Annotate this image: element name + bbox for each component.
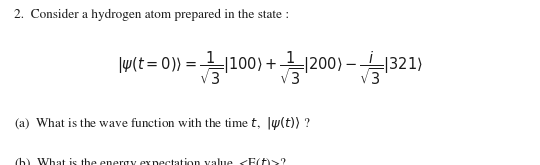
Text: 2.  Consider a hydrogen atom prepared in the state :: 2. Consider a hydrogen atom prepared in … <box>14 8 288 20</box>
Text: (b)  What is the energy expectation value, <E($t$)>?: (b) What is the energy expectation value… <box>14 155 286 165</box>
Text: (a)  What is the wave function with the time $t$,  $|\psi(t)\rangle$ ?: (a) What is the wave function with the t… <box>14 115 310 132</box>
Text: $|\psi(t = 0)\rangle = \dfrac{1}{\sqrt{3}}|100\rangle + \dfrac{1}{\sqrt{3}}|200\: $|\psi(t = 0)\rangle = \dfrac{1}{\sqrt{3… <box>117 50 423 87</box>
